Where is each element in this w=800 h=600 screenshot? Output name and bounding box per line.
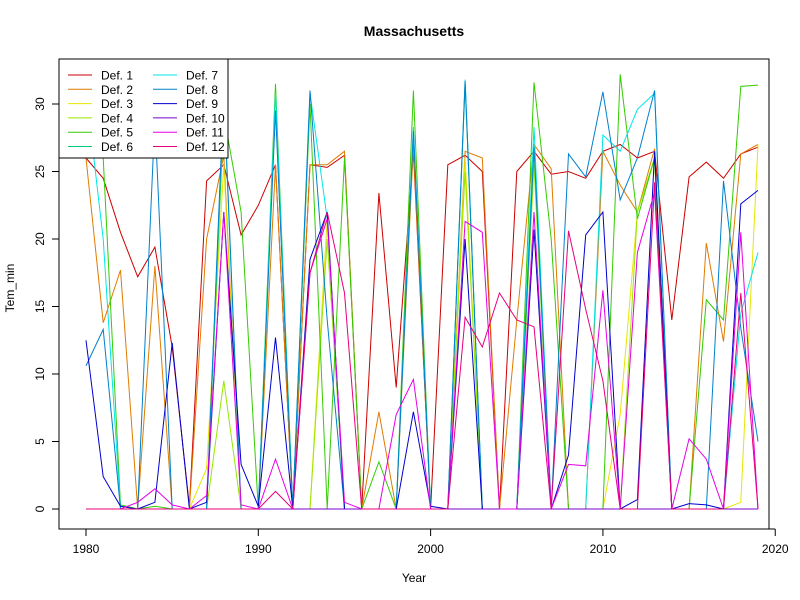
legend-label: Def. 4	[101, 111, 133, 125]
legend-label: Def. 1	[101, 69, 133, 83]
y-axis-label: Tem_min	[3, 264, 17, 313]
x-axis-label: Year	[402, 571, 426, 585]
y-tick-label: 0	[33, 505, 47, 512]
y-tick-label: 25	[33, 165, 47, 179]
x-tick-label: 2000	[417, 542, 444, 556]
legend-label: Def. 2	[101, 83, 133, 97]
legend-label: Def. 3	[101, 97, 133, 111]
series-layer	[85, 74, 759, 511]
x-tick-label: 2020	[762, 542, 789, 556]
legend-label: Def. 11	[186, 126, 224, 140]
x-tick-label: 1990	[245, 542, 272, 556]
y-tick-label: 15	[33, 300, 47, 314]
x-tick-label: 2010	[590, 542, 617, 556]
legend-label: Def. 12	[186, 140, 225, 154]
legend-label: Def. 10	[186, 111, 225, 125]
legend-label: Def. 5	[101, 126, 133, 140]
legend-label: Def. 8	[186, 83, 218, 97]
x-tick-label: 1980	[73, 542, 100, 556]
chart-title: Massachusetts	[364, 23, 465, 39]
axes-layer: 1980 1990 2000 2010 2020 0 5 10 15 20 25 30	[33, 97, 789, 556]
y-tick-label: 10	[33, 367, 47, 381]
plot-frame	[58, 58, 770, 530]
y-tick-label: 20	[33, 232, 47, 246]
series-line-def-9	[85, 151, 759, 510]
legend-label: Def. 7	[186, 69, 218, 83]
legend-label: Def. 9	[186, 97, 218, 111]
y-tick-label: 30	[33, 97, 47, 111]
y-tick-label: 5	[33, 438, 47, 445]
series-line-def-11	[86, 191, 759, 510]
legend-label: Def. 6	[101, 140, 133, 154]
series-line-def-12	[86, 182, 759, 511]
